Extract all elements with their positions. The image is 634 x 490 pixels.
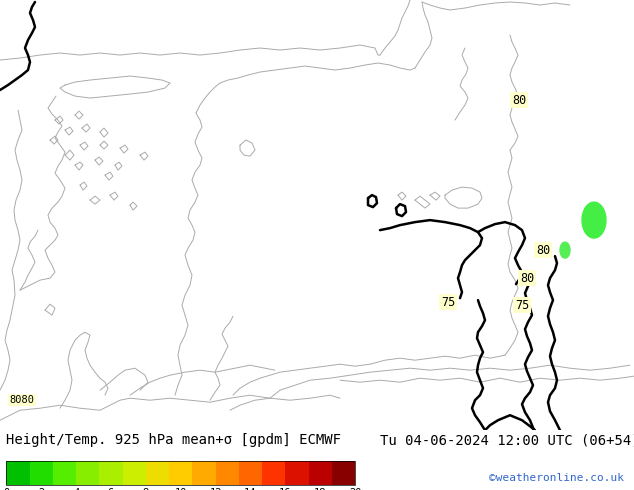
Polygon shape — [560, 242, 570, 258]
Polygon shape — [582, 202, 606, 238]
Bar — [76, 461, 100, 485]
Bar — [6, 461, 30, 485]
Text: 10: 10 — [174, 488, 187, 490]
Text: ©weatheronline.co.uk: ©weatheronline.co.uk — [489, 473, 624, 483]
Text: 75: 75 — [441, 295, 455, 309]
Bar — [262, 461, 285, 485]
Text: 6: 6 — [108, 488, 114, 490]
Text: 75: 75 — [515, 299, 529, 312]
Text: 4: 4 — [73, 488, 79, 490]
Text: 20: 20 — [349, 488, 361, 490]
Bar — [309, 461, 332, 485]
Text: Tu 04-06-2024 12:00 UTC (06+54): Tu 04-06-2024 12:00 UTC (06+54) — [380, 433, 634, 447]
Bar — [216, 461, 239, 485]
Text: 80: 80 — [512, 94, 526, 106]
Text: 0: 0 — [3, 488, 10, 490]
Bar — [332, 461, 355, 485]
Bar — [285, 461, 309, 485]
Bar — [100, 461, 122, 485]
Text: 12: 12 — [209, 488, 222, 490]
Text: 14: 14 — [244, 488, 257, 490]
Text: 18: 18 — [314, 488, 327, 490]
Bar — [53, 461, 76, 485]
Bar — [122, 461, 146, 485]
Text: 8080: 8080 — [10, 395, 34, 405]
Bar — [169, 461, 192, 485]
Bar — [192, 461, 216, 485]
Text: 16: 16 — [279, 488, 292, 490]
Text: Height/Temp. 925 hPa mean+σ [gpdm] ECMWF: Height/Temp. 925 hPa mean+σ [gpdm] ECMWF — [6, 433, 341, 447]
Text: 80: 80 — [536, 244, 550, 257]
Text: 80: 80 — [520, 271, 534, 285]
Text: 2: 2 — [38, 488, 44, 490]
Text: 8: 8 — [143, 488, 149, 490]
Bar — [6, 461, 355, 485]
Bar — [30, 461, 53, 485]
Bar — [239, 461, 262, 485]
Bar — [146, 461, 169, 485]
